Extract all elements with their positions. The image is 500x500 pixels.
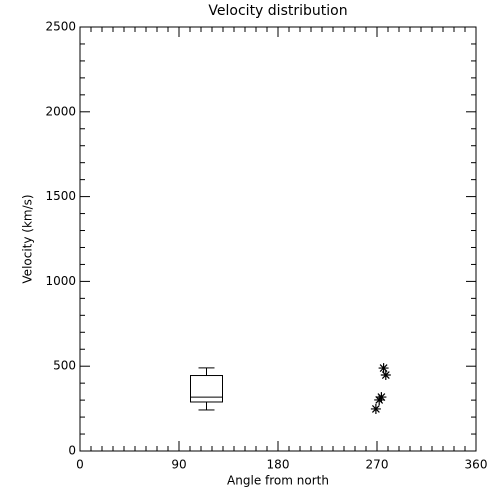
chart-title: Velocity distribution — [208, 3, 347, 19]
asterisk-point — [380, 370, 391, 381]
x-tick-label: 360 — [465, 458, 488, 472]
asterisk-point — [378, 363, 389, 374]
x-tick-label: 180 — [267, 458, 290, 472]
asterisk-point — [370, 403, 381, 414]
plot-frame — [79, 26, 477, 452]
y-axis-label: Velocity (km/s) — [21, 194, 35, 283]
y-tick-label: 0 — [68, 444, 76, 458]
x-tick-label: 0 — [76, 458, 84, 472]
y-tick-label: 1500 — [45, 189, 76, 203]
x-tick-label: 90 — [171, 458, 186, 472]
y-tick-label: 1000 — [45, 274, 76, 288]
y-tick-label: 2500 — [45, 20, 76, 34]
box-body — [190, 375, 223, 403]
x-tick-label: 270 — [366, 458, 389, 472]
y-tick-label: 2000 — [45, 104, 76, 118]
x-axis-label: Angle from north — [227, 474, 329, 488]
y-tick-label: 500 — [53, 359, 76, 373]
asterisk-point — [376, 392, 387, 403]
